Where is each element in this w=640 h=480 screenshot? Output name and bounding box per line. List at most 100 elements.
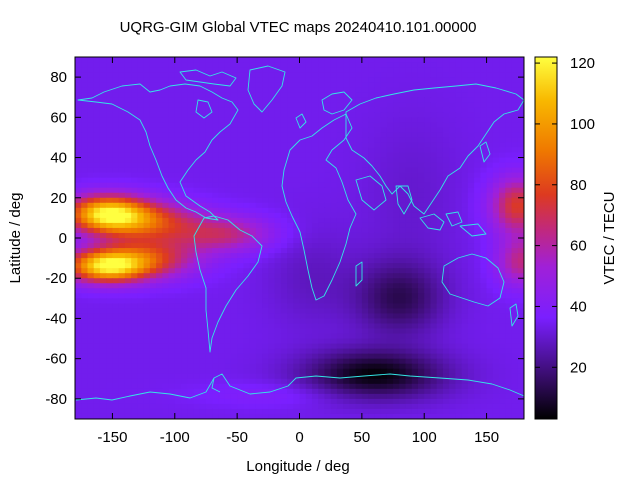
heatmap-cell bbox=[199, 403, 207, 410]
heatmap-cell bbox=[149, 142, 157, 149]
heatmap-cell bbox=[280, 202, 288, 209]
heatmap-cell bbox=[517, 127, 524, 134]
heatmap-cell bbox=[486, 167, 494, 174]
heatmap-cell bbox=[162, 358, 170, 365]
heatmap-cell bbox=[474, 393, 481, 400]
heatmap-cell bbox=[249, 67, 257, 73]
heatmap-cell bbox=[324, 172, 332, 179]
heatmap-cell bbox=[480, 313, 488, 320]
heatmap-cell bbox=[311, 57, 319, 63]
heatmap-cell bbox=[93, 127, 101, 134]
heatmap-cell bbox=[205, 232, 213, 239]
heatmap-cell bbox=[411, 293, 419, 299]
heatmap-cell bbox=[280, 187, 288, 194]
heatmap-cell bbox=[212, 278, 220, 284]
heatmap-cell bbox=[99, 147, 107, 154]
heatmap-cell bbox=[368, 238, 375, 244]
heatmap-cell bbox=[505, 107, 513, 113]
heatmap-cell bbox=[168, 152, 176, 159]
heatmap-cell bbox=[449, 338, 457, 345]
heatmap-cell bbox=[131, 278, 138, 284]
heatmap-cell bbox=[187, 258, 195, 264]
heatmap-cell bbox=[224, 328, 232, 335]
heatmap-cell bbox=[330, 278, 338, 284]
heatmap-cell bbox=[511, 268, 519, 274]
heatmap-cell bbox=[124, 293, 132, 299]
heatmap-cell bbox=[156, 157, 163, 164]
heatmap-cell bbox=[156, 278, 163, 284]
heatmap-cell bbox=[187, 77, 195, 83]
heatmap-cell bbox=[168, 238, 176, 244]
heatmap-cell bbox=[162, 172, 170, 179]
heatmap-cell bbox=[87, 293, 95, 299]
heatmap-cell bbox=[193, 243, 201, 249]
heatmap-cell bbox=[411, 202, 419, 209]
heatmap-cell bbox=[399, 167, 407, 174]
heatmap-cell bbox=[492, 102, 500, 108]
heatmap-cell bbox=[492, 318, 500, 325]
heatmap-cell bbox=[486, 283, 494, 289]
heatmap-cell bbox=[405, 167, 413, 174]
heatmap-cell bbox=[99, 398, 107, 405]
heatmap-cell bbox=[374, 368, 382, 375]
heatmap-cell bbox=[349, 57, 357, 63]
heatmap-cell bbox=[299, 142, 307, 149]
heatmap-cell bbox=[399, 117, 407, 123]
heatmap-cell bbox=[99, 87, 107, 93]
heatmap-cell bbox=[442, 142, 450, 149]
heatmap-cell bbox=[299, 107, 307, 113]
heatmap-cell bbox=[399, 243, 407, 249]
heatmap-cell bbox=[349, 67, 357, 73]
heatmap-cell bbox=[386, 127, 394, 134]
heatmap-cell bbox=[262, 373, 269, 380]
heatmap-cell bbox=[280, 323, 288, 330]
heatmap-cell bbox=[505, 373, 513, 380]
heatmap-cell bbox=[255, 187, 263, 194]
heatmap-cell bbox=[374, 192, 382, 199]
heatmap-cell bbox=[218, 273, 226, 279]
heatmap-cell bbox=[411, 82, 419, 88]
heatmap-cell bbox=[137, 202, 145, 209]
heatmap-cell bbox=[436, 117, 444, 123]
heatmap-cell bbox=[399, 157, 407, 164]
heatmap-cell bbox=[436, 268, 444, 274]
heatmap-cell bbox=[237, 288, 244, 294]
heatmap-cell bbox=[137, 222, 145, 229]
heatmap-cell bbox=[505, 393, 513, 400]
heatmap-cell bbox=[405, 67, 413, 73]
heatmap-cell bbox=[336, 358, 344, 365]
heatmap-cell bbox=[280, 122, 288, 128]
heatmap-cell bbox=[199, 207, 207, 214]
heatmap-cell bbox=[205, 283, 213, 289]
heatmap-cell bbox=[187, 343, 195, 350]
heatmap-cell bbox=[274, 92, 282, 98]
heatmap-cell bbox=[492, 348, 500, 355]
heatmap-cell bbox=[405, 258, 413, 264]
heatmap-cell bbox=[162, 333, 170, 340]
heatmap-cell bbox=[280, 217, 288, 224]
heatmap-cell bbox=[193, 368, 201, 375]
heatmap-cell bbox=[393, 373, 400, 380]
heatmap-cell bbox=[318, 207, 326, 214]
heatmap-cell bbox=[156, 67, 163, 73]
heatmap-cell bbox=[237, 157, 244, 164]
heatmap-cell bbox=[517, 182, 524, 189]
heatmap-cell bbox=[249, 187, 257, 194]
heatmap-cell bbox=[442, 258, 450, 264]
heatmap-cell bbox=[324, 248, 332, 254]
heatmap-cell bbox=[399, 197, 407, 204]
heatmap-cell bbox=[149, 353, 157, 360]
heatmap-cell bbox=[455, 182, 463, 189]
heatmap-cell bbox=[205, 217, 213, 224]
heatmap-cell bbox=[486, 157, 494, 164]
heatmap-cell bbox=[399, 308, 407, 315]
heatmap-cell bbox=[361, 348, 369, 355]
heatmap-cell bbox=[118, 338, 126, 345]
heatmap-cell bbox=[393, 348, 400, 355]
heatmap-cell bbox=[436, 87, 444, 93]
heatmap-cell bbox=[399, 77, 407, 83]
heatmap-cell bbox=[187, 318, 195, 325]
heatmap-cell bbox=[355, 62, 363, 68]
heatmap-cell bbox=[318, 393, 326, 400]
heatmap-cell bbox=[361, 77, 369, 83]
